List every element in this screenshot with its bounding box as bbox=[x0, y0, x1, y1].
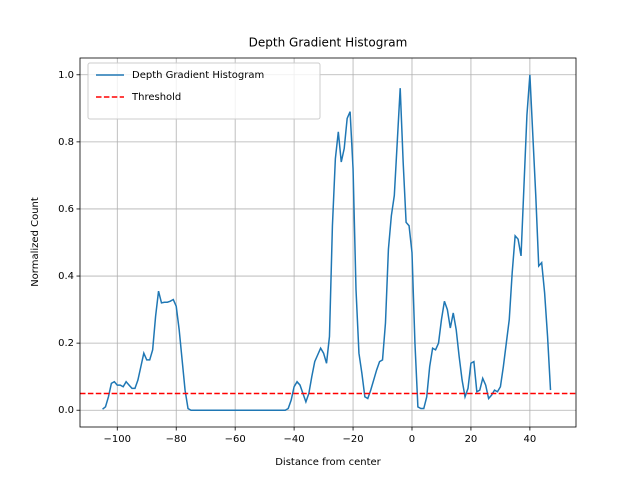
x-tick-label: 40 bbox=[524, 434, 537, 445]
chart-title: Depth Gradient Histogram bbox=[249, 36, 408, 50]
y-tick-label: 0.6 bbox=[58, 204, 74, 215]
legend-label: Depth Gradient Histogram bbox=[132, 70, 264, 81]
x-tick-label: −60 bbox=[225, 434, 246, 445]
x-tick-label: −80 bbox=[166, 434, 187, 445]
y-tick-label: 0.2 bbox=[58, 338, 74, 349]
y-tick-label: 0.8 bbox=[58, 137, 74, 148]
data-line bbox=[102, 74, 552, 411]
x-tick-label: −40 bbox=[284, 434, 305, 445]
y-tick-label: 0.0 bbox=[58, 405, 74, 416]
legend-box bbox=[87, 62, 321, 120]
y-axis-label: Normalized Count bbox=[30, 197, 41, 287]
x-tick-label: −100 bbox=[104, 434, 131, 445]
y-tick-label: 1.0 bbox=[58, 70, 74, 81]
y-tick-label: 0.4 bbox=[58, 271, 74, 282]
x-tick-label: −20 bbox=[342, 434, 363, 445]
x-axis-label: Distance from center bbox=[275, 457, 381, 468]
legend-label: Threshold bbox=[131, 92, 181, 103]
x-tick-label: 0 bbox=[409, 434, 415, 445]
plot-frame bbox=[79, 57, 577, 428]
x-tick-label: 20 bbox=[465, 434, 478, 445]
